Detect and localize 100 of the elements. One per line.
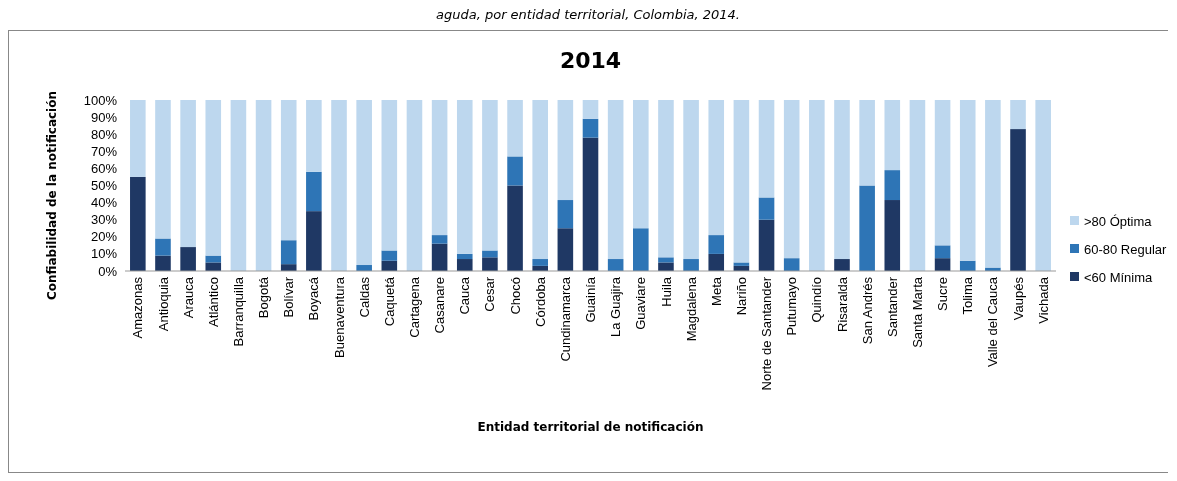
bar xyxy=(456,259,473,271)
bar xyxy=(180,100,196,248)
bar xyxy=(859,100,875,186)
bar xyxy=(180,247,196,271)
y-tick-label: 100% xyxy=(83,92,118,108)
bar xyxy=(482,250,498,258)
bar xyxy=(306,100,322,172)
x-tick-label: Antioquia xyxy=(155,276,171,332)
bar xyxy=(708,100,725,236)
x-tick-label: Valle del Cauca xyxy=(985,276,1001,368)
y-tick-label: 0% xyxy=(98,263,118,279)
bar xyxy=(381,250,398,261)
x-tick-label: Vichada xyxy=(1035,276,1051,324)
bar xyxy=(758,197,775,220)
y-tick-label: 10% xyxy=(90,246,118,262)
bar xyxy=(507,185,523,271)
x-tick-label: Guaviare xyxy=(633,277,649,330)
bar xyxy=(633,228,649,271)
bar xyxy=(130,176,146,271)
bar xyxy=(959,260,976,271)
bar xyxy=(507,100,523,157)
bar xyxy=(155,238,171,256)
x-tick-label: Meta xyxy=(708,276,724,306)
bar xyxy=(1010,100,1026,130)
bar xyxy=(482,100,498,251)
bar xyxy=(306,211,322,271)
y-tick-label: 50% xyxy=(90,178,118,194)
bar xyxy=(1035,100,1051,271)
x-tick-label: Barranquilla xyxy=(230,276,246,347)
x-tick-label: Santander xyxy=(884,276,900,337)
legend-label: >80 Óptima xyxy=(1084,213,1153,229)
x-tick-label: Cundinamarca xyxy=(557,276,573,362)
y-tick-label: 80% xyxy=(90,126,118,142)
bar xyxy=(783,258,800,271)
x-tick-label: Córdoba xyxy=(532,276,548,327)
bar xyxy=(582,118,599,138)
bar xyxy=(834,259,850,271)
bar xyxy=(155,255,171,271)
x-tick-label: Boyacá xyxy=(306,276,322,321)
bar xyxy=(783,100,800,259)
x-tick-label: Nariño xyxy=(733,277,749,316)
x-tick-label: Bogotá xyxy=(256,276,272,319)
x-tick-label: Arauca xyxy=(180,276,196,319)
bar xyxy=(683,100,699,260)
bar xyxy=(331,100,347,271)
x-tick-label: Putumayo xyxy=(784,277,800,336)
x-tick-label: Caldas xyxy=(356,276,372,318)
y-tick-label: 90% xyxy=(90,109,118,125)
x-tick-label: Magdalena xyxy=(683,276,699,342)
bar xyxy=(280,240,297,265)
x-tick-label: La Guajira xyxy=(608,276,624,337)
x-tick-label: Norte de Santander xyxy=(759,276,775,391)
y-tick-label: 70% xyxy=(90,143,118,159)
bar xyxy=(280,100,297,241)
bar xyxy=(658,257,674,263)
bar xyxy=(934,258,951,271)
x-tick-label: San Andrés xyxy=(859,276,875,345)
bar xyxy=(507,156,523,186)
bar xyxy=(809,100,825,271)
bar xyxy=(683,259,699,271)
x-tick-label: Huila xyxy=(658,276,674,307)
bar xyxy=(557,228,574,271)
x-tick-label: Vaupés xyxy=(1010,276,1026,321)
bar xyxy=(658,262,674,271)
bar xyxy=(280,264,297,271)
bar xyxy=(306,171,322,212)
x-axis-title: Entidad territorial de notificación xyxy=(477,420,704,434)
x-tick-label: Atlántico xyxy=(205,277,221,327)
x-tick-label: Risaralda xyxy=(834,276,850,332)
bar xyxy=(733,100,750,263)
y-tick-label: 40% xyxy=(90,195,118,211)
bar xyxy=(532,100,548,260)
bar xyxy=(934,100,951,246)
legend-label: <60 Mínima xyxy=(1084,269,1154,285)
y-tick-label: 60% xyxy=(90,160,118,176)
bar xyxy=(884,200,901,271)
chart-title: 2014 xyxy=(559,48,622,73)
bar xyxy=(205,255,222,263)
bar xyxy=(758,100,775,198)
bar xyxy=(859,185,875,271)
bar xyxy=(959,100,976,261)
bar xyxy=(884,170,901,201)
y-axis-title: Confiabilidad de la notificación xyxy=(45,90,59,301)
bar xyxy=(255,100,272,271)
bar xyxy=(708,253,725,271)
bar xyxy=(909,100,926,271)
x-tick-label: Cartagena xyxy=(407,276,423,338)
x-tick-label: Caquetá xyxy=(381,276,397,327)
bar xyxy=(482,257,498,271)
x-tick-label: Chocó xyxy=(507,277,523,315)
bar xyxy=(431,235,448,244)
legend-label: 60-80 Regular xyxy=(1084,241,1168,257)
bar xyxy=(758,219,775,271)
bar xyxy=(934,245,951,259)
x-tick-label: Cesar xyxy=(482,276,498,312)
bar xyxy=(456,100,473,254)
bar xyxy=(834,100,850,260)
x-tick-label: Cauca xyxy=(457,276,473,315)
bar xyxy=(205,262,222,271)
x-tick-label: Santa Marta xyxy=(909,276,925,348)
